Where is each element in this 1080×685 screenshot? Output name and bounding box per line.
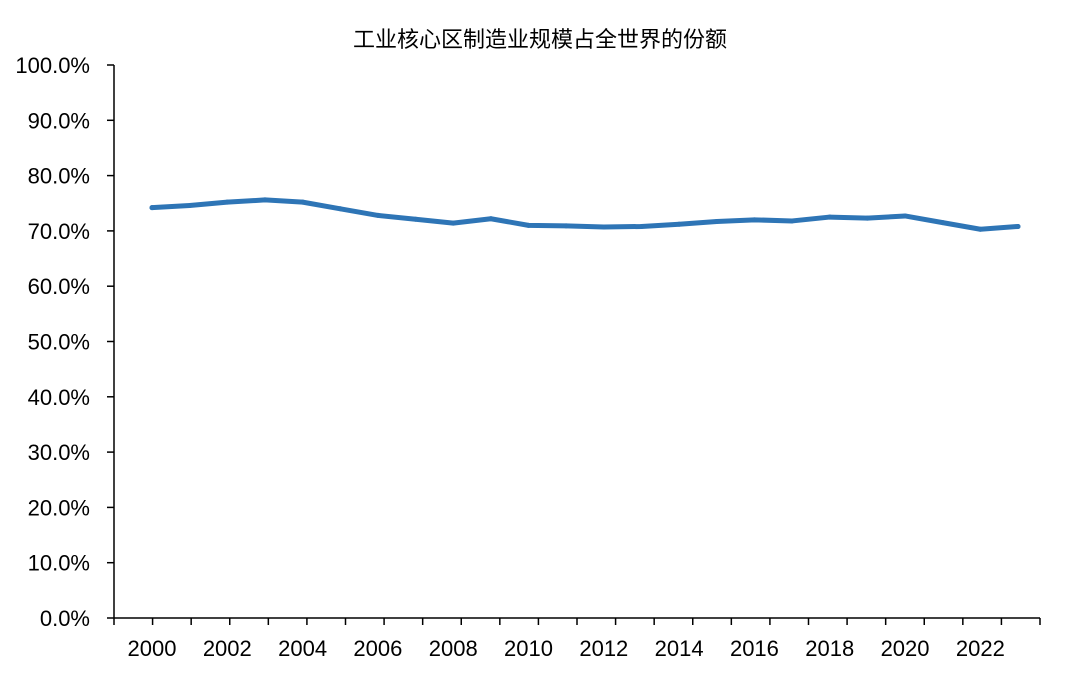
y-tick-label: 0.0%	[40, 606, 90, 631]
y-axis-ticks: 0.0% 10.0% 20.0% 30.0% 40.0% 50.0% 60.0% 70.0% 8…	[15, 53, 114, 631]
y-tick-label: 90.0%	[28, 108, 90, 133]
x-tick-label: 2010	[504, 636, 553, 661]
axes	[113, 65, 1040, 619]
x-tick-label: 2016	[730, 636, 779, 661]
data-point	[1015, 223, 1021, 229]
data-point	[149, 205, 155, 211]
data-point	[300, 199, 306, 205]
data-point	[864, 215, 870, 221]
x-tick-label: 2004	[278, 636, 327, 661]
data-point	[187, 202, 193, 208]
data-point	[563, 223, 569, 229]
data-point	[977, 226, 983, 232]
x-tick-label: 2006	[353, 636, 402, 661]
data-point	[488, 216, 494, 222]
x-axis-ticks: 2000 2002 2004 2006 2008 2010 2012 2014 2016 2018…	[113, 618, 1041, 661]
y-tick-label: 60.0%	[28, 274, 90, 299]
data-point	[526, 222, 532, 228]
y-tick-label: 30.0%	[28, 440, 90, 465]
x-tick-label: 2012	[579, 636, 628, 661]
series-layer	[149, 197, 1021, 232]
y-tick-label: 50.0%	[28, 330, 90, 355]
y-tick-label: 80.0%	[28, 164, 90, 189]
x-tick-label: 2018	[805, 636, 854, 661]
data-point	[450, 220, 456, 226]
chart-title: 工业核心区制造业规模占全世界的份额	[352, 28, 727, 53]
data-point	[751, 217, 757, 223]
x-tick-label: 2002	[203, 636, 252, 661]
data-point	[902, 213, 908, 219]
y-tick-label: 10.0%	[28, 551, 90, 576]
x-tick-label: 2014	[655, 636, 704, 661]
x-tick-label: 2008	[429, 636, 478, 661]
y-tick-label: 100.0%	[15, 53, 90, 78]
data-point	[827, 214, 833, 220]
data-point	[262, 197, 268, 203]
y-tick-label: 70.0%	[28, 219, 90, 244]
data-point	[676, 221, 682, 227]
data-point	[940, 220, 946, 226]
data-point	[638, 223, 644, 229]
series-line	[149, 197, 1021, 232]
y-tick-label: 40.0%	[28, 385, 90, 410]
data-point	[789, 218, 795, 224]
data-point	[224, 199, 230, 205]
x-tick-label: 2022	[956, 636, 1005, 661]
x-tick-label: 2000	[128, 636, 177, 661]
data-point	[601, 224, 607, 230]
data-point	[714, 218, 720, 224]
x-tick-label: 2020	[881, 636, 930, 661]
y-tick-label: 20.0%	[28, 495, 90, 520]
data-point	[413, 216, 419, 222]
data-point	[337, 206, 343, 212]
data-point	[375, 212, 381, 218]
